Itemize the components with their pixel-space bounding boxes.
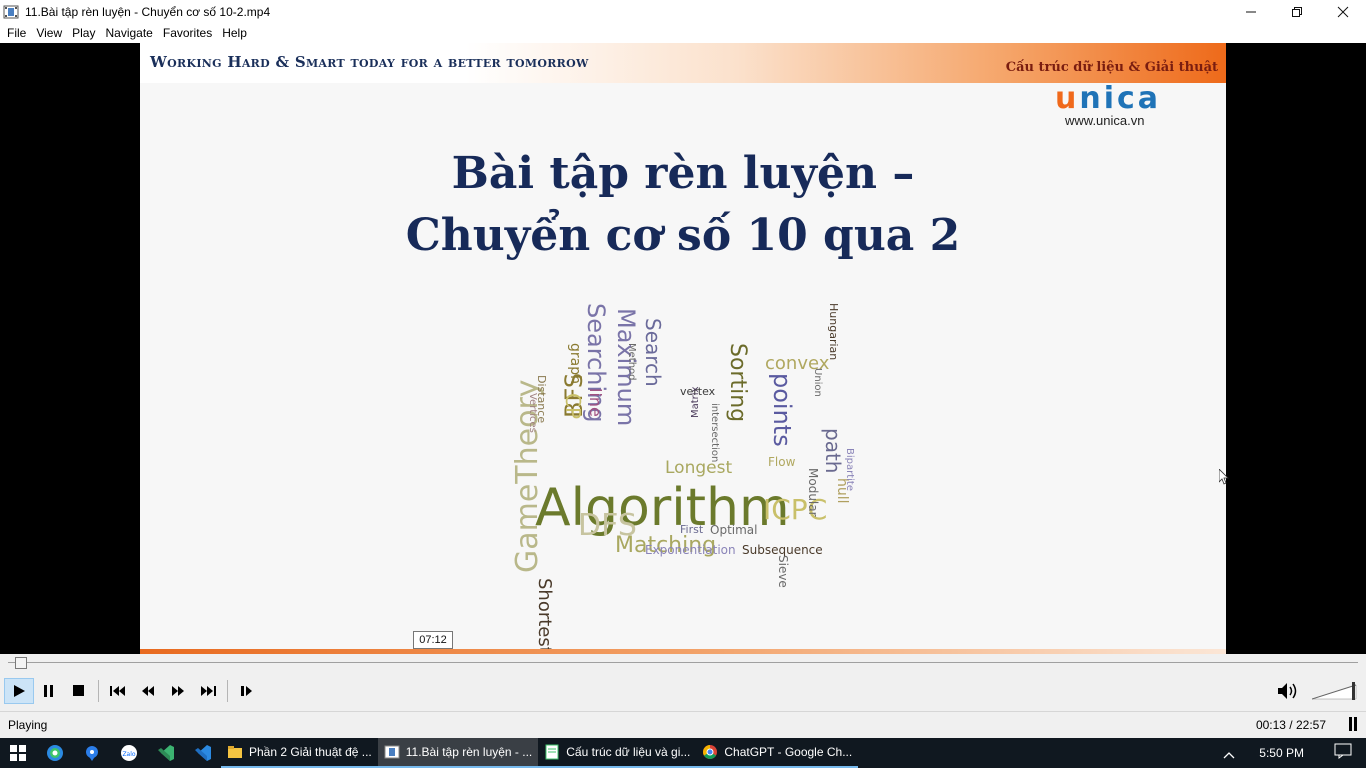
word-cloud-word: Flow bbox=[768, 455, 796, 469]
next-button[interactable] bbox=[193, 678, 223, 704]
notification-icon[interactable] bbox=[1320, 743, 1366, 763]
status-bar: Playing 00:13 / 22:57 bbox=[0, 711, 1366, 738]
seek-track[interactable] bbox=[8, 662, 1358, 663]
media-player-icon bbox=[3, 4, 19, 20]
menu-play[interactable]: Play bbox=[72, 26, 96, 40]
word-cloud-word: Union bbox=[812, 368, 823, 397]
separator bbox=[98, 680, 99, 702]
title-bar: 11.Bài tập rèn luyện - Chuyển cơ số 10-2… bbox=[0, 0, 1366, 23]
time-display: 00:13 / 22:57 bbox=[1255, 718, 1326, 732]
word-cloud-word: CP bbox=[561, 393, 585, 420]
minimize-button[interactable] bbox=[1228, 0, 1274, 23]
resize-grip-icon[interactable] bbox=[1348, 716, 1358, 734]
stop-button[interactable] bbox=[64, 678, 94, 704]
word-cloud-word: intersection bbox=[709, 403, 720, 463]
menu-file[interactable]: File bbox=[7, 26, 27, 40]
menu-navigate[interactable]: Navigate bbox=[105, 26, 153, 40]
slide-bottom-line bbox=[140, 649, 1226, 654]
word-cloud-word: vertex bbox=[680, 385, 716, 398]
word-cloud-word: Method bbox=[626, 343, 637, 381]
word-cloud-word: Subsequence bbox=[742, 543, 823, 557]
word-cloud-word: ICPC bbox=[763, 493, 828, 526]
taskbar-app-notepad[interactable]: Cấu trúc dữ liệu và gi... bbox=[538, 738, 697, 768]
word-cloud-word: convex bbox=[765, 353, 830, 374]
mouse-cursor-icon bbox=[1218, 468, 1229, 489]
word-cloud-word: Matching bbox=[615, 533, 717, 558]
seek-time-tooltip: 07:12 bbox=[413, 631, 453, 649]
banner-slogan: Working Hard & Smart today for a better … bbox=[150, 53, 589, 71]
word-cloud-word: Modular bbox=[806, 468, 820, 517]
word-cloud-word: path bbox=[821, 428, 845, 474]
seek-handle[interactable] bbox=[14, 657, 27, 669]
volume-slider[interactable] bbox=[1311, 681, 1358, 701]
rewind-button[interactable] bbox=[133, 678, 163, 704]
media-player-icon bbox=[384, 744, 400, 760]
menu-favorites[interactable]: Favorites bbox=[162, 26, 213, 40]
notepad-icon bbox=[544, 744, 560, 760]
menu-view[interactable]: View bbox=[36, 26, 63, 40]
taskbar: Zalo Phần 2 Giải thuật đệ ... 11.Bài tập… bbox=[0, 738, 1366, 768]
word-cloud-word: line bbox=[586, 388, 605, 417]
seek-bar[interactable] bbox=[0, 654, 1366, 671]
slide-banner: Working Hard & Smart today for a better … bbox=[140, 43, 1226, 83]
play-button[interactable] bbox=[4, 678, 34, 704]
taskbar-app-chrome[interactable]: ChatGPT - Google Ch... bbox=[696, 738, 859, 768]
separator bbox=[227, 680, 228, 702]
windows-start-icon[interactable] bbox=[0, 738, 36, 768]
word-cloud-word: points bbox=[768, 373, 796, 447]
playback-controls bbox=[0, 671, 1366, 711]
frame-step-button[interactable] bbox=[232, 678, 262, 704]
pause-button[interactable] bbox=[34, 678, 64, 704]
taskbar-app-label: Phần 2 Giải thuật đệ ... bbox=[249, 745, 372, 759]
svg-text:Zalo: Zalo bbox=[122, 751, 135, 758]
word-cloud-word: Longest bbox=[665, 458, 733, 478]
word-cloud-word: First bbox=[680, 523, 704, 536]
banner-course-title: Cấu trúc dữ liệu & Giải thuật bbox=[1005, 60, 1218, 75]
forward-button[interactable] bbox=[163, 678, 193, 704]
speaker-icon[interactable] bbox=[1276, 681, 1300, 705]
word-cloud-word: Optimal bbox=[710, 523, 758, 537]
previous-button[interactable] bbox=[103, 678, 133, 704]
word-cloud-word: Shortest bbox=[534, 578, 555, 654]
menu-bar: File View Play Navigate Favorites Help bbox=[0, 23, 1366, 43]
word-cloud-word: Bipartite bbox=[844, 448, 855, 491]
vscode-green-icon[interactable] bbox=[147, 738, 184, 768]
chrome-icon bbox=[702, 744, 718, 760]
slide-title-line1: Bài tập rèn luyện – bbox=[451, 148, 915, 199]
vscode-icon[interactable] bbox=[184, 738, 221, 768]
taskbar-clock[interactable]: 5:50 PM bbox=[1259, 746, 1304, 760]
folder-icon bbox=[227, 744, 243, 760]
playback-status: Playing bbox=[8, 718, 48, 732]
unica-logo: unica bbox=[1055, 81, 1162, 116]
video-area[interactable]: Working Hard & Smart today for a better … bbox=[0, 43, 1366, 654]
edge-icon[interactable] bbox=[36, 738, 73, 768]
taskbar-app-media-player[interactable]: 11.Bài tập rèn luyện - ... bbox=[377, 738, 539, 768]
word-cloud-word: Algorithm bbox=[535, 478, 790, 538]
word-cloud-word: Search bbox=[641, 318, 665, 387]
close-button[interactable] bbox=[1320, 0, 1366, 23]
window-title: 11.Bài tập rèn luyện - Chuyển cơ số 10-2… bbox=[25, 4, 271, 19]
slide-title-line2: Chuyển cơ số 10 qua 2 bbox=[405, 210, 961, 261]
word-cloud-word: DFS bbox=[578, 508, 637, 543]
chevron-up-icon[interactable] bbox=[1215, 744, 1243, 763]
restore-button[interactable] bbox=[1274, 0, 1320, 23]
menu-help[interactable]: Help bbox=[222, 26, 247, 40]
taskbar-app-label: Cấu trúc dữ liệu và gi... bbox=[566, 745, 691, 759]
taskbar-app-label: 11.Bài tập rèn luyện - ... bbox=[405, 745, 533, 759]
word-cloud-word: Vertices bbox=[527, 393, 538, 433]
video-frame: Working Hard & Smart today for a better … bbox=[140, 43, 1226, 654]
word-cloud-word: Exponentiation bbox=[645, 543, 736, 557]
word-cloud-image: Algorithm GameTheory Shortest DFS Matching IC… bbox=[500, 293, 870, 654]
site-url: www.unica.vn bbox=[1065, 113, 1145, 128]
word-cloud-word: graph bbox=[567, 343, 583, 384]
word-cloud-word: Matrix bbox=[690, 386, 701, 418]
word-cloud-word: Hungarian bbox=[827, 303, 840, 361]
maps-icon[interactable] bbox=[73, 738, 110, 768]
word-cloud-word: Sorting bbox=[725, 343, 750, 423]
slide-title: Bài tập rèn luyện – Chuyển cơ số 10 qua … bbox=[140, 143, 1226, 267]
taskbar-app-explorer[interactable]: Phần 2 Giải thuật đệ ... bbox=[221, 738, 378, 768]
taskbar-app-label: ChatGPT - Google Ch... bbox=[724, 745, 853, 759]
zalo-icon[interactable]: Zalo bbox=[110, 738, 147, 768]
word-cloud-word: Sieve bbox=[776, 555, 790, 588]
